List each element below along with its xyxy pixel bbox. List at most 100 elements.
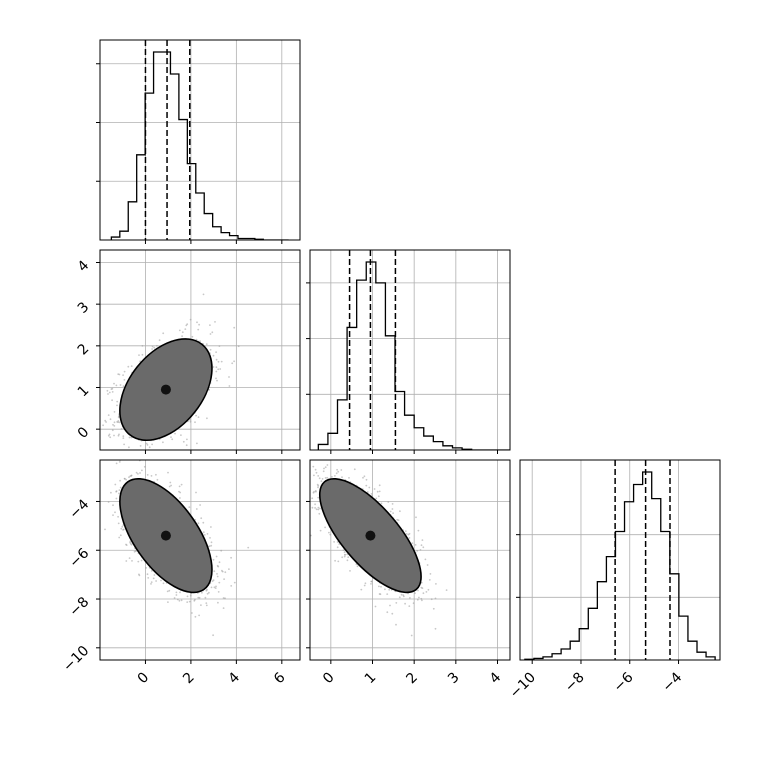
scatter-point xyxy=(141,469,143,472)
scatter-point xyxy=(116,400,119,403)
scatter-point xyxy=(150,581,153,583)
scatter-point xyxy=(105,421,107,423)
scatter-point xyxy=(151,348,154,350)
scatter-point xyxy=(399,510,401,513)
scatter-point xyxy=(404,530,407,532)
scatter-point xyxy=(98,526,100,528)
scatter-point xyxy=(346,559,349,562)
scatter-point xyxy=(326,464,329,466)
x-tick-label: 0 xyxy=(320,670,338,688)
density-peak xyxy=(365,530,376,541)
scatter-point xyxy=(391,508,394,510)
scatter-point xyxy=(193,599,196,602)
y-tick-label: 4 xyxy=(75,257,93,275)
scatter-point xyxy=(194,421,196,424)
scatter-point xyxy=(131,560,133,562)
scatter-point xyxy=(228,376,230,378)
x-tick-label: 0 xyxy=(135,670,153,688)
scatter-point xyxy=(206,592,209,595)
panel-frame xyxy=(99,249,301,451)
scatter-point xyxy=(386,611,389,614)
panel-r2-c2: −10 −8 −6 −4 xyxy=(507,459,721,702)
scatter-point xyxy=(189,419,192,421)
scatter-point xyxy=(149,452,151,454)
scatter-point xyxy=(111,399,113,402)
scatter-point xyxy=(201,591,203,594)
x-tick-label: 4 xyxy=(487,669,505,687)
scatter-point xyxy=(195,414,198,417)
scatter-point xyxy=(337,470,340,473)
scatter-point xyxy=(168,485,171,488)
y-tick-label: −6 xyxy=(66,545,92,571)
scatter-point xyxy=(233,360,236,363)
scatter-point xyxy=(343,555,346,558)
histogram-step xyxy=(524,471,716,660)
scatter-point xyxy=(374,605,377,608)
scatter-point xyxy=(341,556,344,559)
scatter-point xyxy=(178,485,181,488)
scatter-point xyxy=(398,596,401,599)
scatter-point xyxy=(97,490,99,492)
scatter-point xyxy=(209,333,212,335)
scatter-point xyxy=(176,598,179,601)
scatter-point xyxy=(195,508,198,510)
scatter-point xyxy=(139,472,141,474)
scatter-point xyxy=(119,486,122,489)
scatter-point xyxy=(113,411,116,413)
scatter-point xyxy=(408,537,411,539)
scatter-point xyxy=(377,495,380,498)
scatter-point xyxy=(162,332,165,335)
scatter-point xyxy=(210,526,212,528)
panel-frame xyxy=(99,39,301,241)
scatter-point xyxy=(217,360,220,363)
scatter-point xyxy=(210,586,213,589)
scatter-point xyxy=(307,482,309,484)
scatter-point xyxy=(329,533,332,536)
scatter-point xyxy=(180,434,182,436)
scatter-point xyxy=(303,478,305,480)
scatter-point xyxy=(158,339,161,342)
scatter-point xyxy=(113,421,116,424)
scatter-point xyxy=(434,597,437,600)
scatter-point xyxy=(335,472,338,475)
scatter-point xyxy=(122,374,124,376)
scatter-point xyxy=(416,550,419,552)
scatter-point xyxy=(153,346,156,349)
scatter-point xyxy=(395,602,398,604)
scatter-point xyxy=(125,455,127,457)
scatter-point xyxy=(370,583,372,585)
scatter-point xyxy=(328,531,330,534)
scatter-point xyxy=(112,514,114,516)
scatter-point xyxy=(203,534,206,536)
scatter-point xyxy=(92,470,94,472)
scatter-point xyxy=(189,594,192,597)
scatter-point xyxy=(247,546,250,549)
scatter-point xyxy=(220,360,223,363)
scatter-point xyxy=(409,597,411,599)
scatter-point xyxy=(212,579,215,581)
scatter-point xyxy=(206,588,208,591)
x-tick-label: 1 xyxy=(362,670,380,688)
scatter-point xyxy=(146,474,149,476)
scatter-point xyxy=(312,465,315,468)
scatter-point xyxy=(387,501,390,503)
scatter-point xyxy=(150,583,152,585)
scatter-point xyxy=(180,483,183,486)
scatter-point xyxy=(138,354,140,356)
scatter-point xyxy=(317,506,320,509)
scatter-point xyxy=(230,585,233,587)
scatter-point xyxy=(432,607,435,610)
scatter-point xyxy=(365,478,368,481)
scatter-point xyxy=(379,593,382,596)
y-tick-label: 0 xyxy=(75,424,93,442)
scatter-point xyxy=(209,324,211,326)
scatter-point xyxy=(125,544,128,546)
scatter-point xyxy=(334,475,336,477)
scatter-point xyxy=(173,597,176,599)
scatter-point xyxy=(168,589,171,592)
scatter-point xyxy=(111,391,114,393)
scatter-point xyxy=(139,445,142,447)
scatter-point xyxy=(213,570,216,573)
scatter-point xyxy=(189,420,192,423)
scatter-point xyxy=(421,539,424,541)
